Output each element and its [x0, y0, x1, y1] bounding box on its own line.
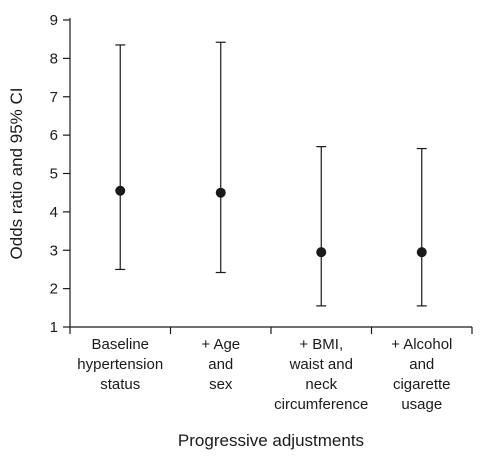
y-tick-label: 6 [50, 127, 58, 144]
x-category-label: + Age and sex [201, 336, 240, 393]
y-tick-label: 7 [50, 89, 58, 106]
odds-ratio-point [416, 247, 427, 258]
x-category-label-line: cigarette [393, 376, 451, 393]
y-tick-label: 2 [50, 281, 58, 298]
x-category-label-line: sex [209, 376, 233, 393]
y-tick-label: 3 [50, 242, 58, 259]
x-category-label-line: + Alcohol [391, 336, 452, 353]
x-category-label-line: status [100, 376, 140, 393]
x-category-label: Baseline hypertension status [77, 336, 163, 393]
odds-ratio-point [316, 247, 327, 258]
x-category-label-line: circumference [274, 396, 368, 413]
x-category-label-line: waist and [289, 356, 353, 373]
data-marks [115, 41, 427, 307]
x-category-label: + BMI, waist and neck circumference [274, 336, 368, 413]
x-category-label-line: + Age [201, 336, 240, 353]
x-axis-title: Progressive adjustments [178, 431, 364, 450]
y-tick-label: 5 [50, 166, 58, 183]
y-tick-label: 9 [50, 12, 58, 29]
y-tick-label: 4 [50, 204, 58, 221]
x-category-label: + Alcohol and cigarette usage [391, 336, 452, 413]
x-category-label-line: and [208, 356, 233, 373]
y-axis: 1 2 3 4 5 6 7 8 9 [50, 12, 71, 336]
y-tick-label: 8 [50, 50, 58, 67]
x-category-label-line: + BMI, [299, 336, 343, 353]
x-category-label-line: Baseline [91, 336, 149, 353]
x-category-label-line: and [409, 356, 434, 373]
y-axis-title: Odds ratio and 95% CI [7, 88, 26, 260]
odds-ratio-point [115, 185, 126, 196]
y-tick-label: 1 [50, 319, 58, 336]
x-category-label-line: neck [305, 376, 337, 393]
odds-ratio-point [215, 187, 226, 198]
x-category-label-line: usage [401, 396, 442, 413]
x-category-label-line: hypertension [77, 356, 163, 373]
x-axis: Baseline hypertension status + Age and sex + B… [69, 326, 473, 413]
